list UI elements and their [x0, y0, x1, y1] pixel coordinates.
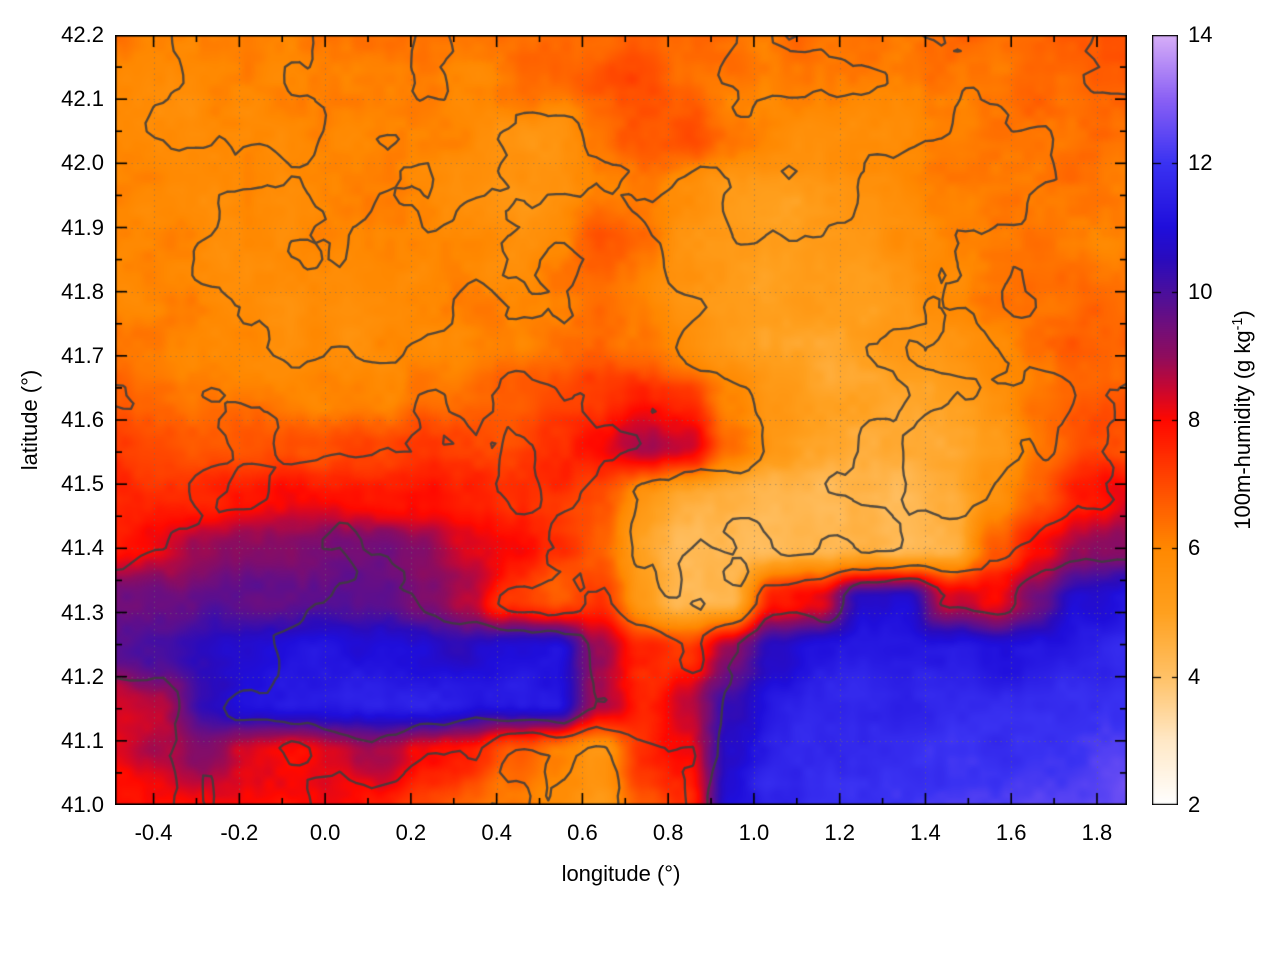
y-axis-title: latitude (°): [17, 369, 42, 471]
x-tick-label: 1.4: [910, 820, 941, 845]
x-tick-label: 0.8: [652, 820, 684, 845]
x-tick-label: 0.0: [309, 820, 341, 845]
y-tick-label: 41.0: [61, 792, 104, 817]
y-tick-label: 41.8: [61, 278, 104, 304]
humidity-heatmap-canvas: [115, 35, 1127, 805]
colorbar-tick-label: 6: [1188, 535, 1201, 561]
y-tick-label: 41.6: [61, 407, 104, 432]
x-tick-label: 0.2: [395, 820, 427, 845]
y-tick-label: 42.2: [61, 22, 104, 47]
x-tick-label: 1.8: [1081, 820, 1113, 845]
colorbar-tick-label: 2: [1188, 792, 1201, 817]
x-axis-title: longitude (°): [561, 861, 681, 886]
x-tick-label: -0.2: [220, 820, 259, 845]
x-tick-label: 1.6: [995, 820, 1027, 845]
colorbar-tick-label: 14: [1188, 22, 1213, 47]
y-tick-label: 41.2: [61, 663, 104, 689]
y-tick-label: 42.1: [61, 86, 104, 112]
x-tick-label: 1.2: [824, 820, 855, 845]
y-tick-label: 41.3: [61, 599, 104, 625]
colorbar-gradient-canvas: [1152, 35, 1178, 805]
x-tick-label: -0.4: [134, 820, 173, 845]
x-tick-label: 0.4: [481, 820, 512, 845]
y-tick-label: 41.9: [61, 214, 104, 240]
y-tick-label: 41.4: [61, 535, 104, 561]
colorbar-tick-label: 8: [1188, 407, 1201, 432]
x-tick-label: 1.0: [738, 820, 770, 845]
y-tick-label: 42.0: [61, 150, 104, 176]
colorbar-title-superscript: -1: [1229, 317, 1246, 331]
colorbar-tick-label: 4: [1188, 663, 1201, 689]
x-tick-label: 0.6: [567, 820, 598, 845]
colorbar-tick-label: 10: [1188, 278, 1213, 304]
colorbar-tick-label: 12: [1188, 150, 1213, 176]
y-tick-label: 41.7: [61, 342, 104, 368]
y-tick-label: 41.1: [61, 727, 104, 753]
y-tick-label: 41.5: [61, 471, 104, 497]
colorbar-title-close: ): [1230, 310, 1256, 318]
